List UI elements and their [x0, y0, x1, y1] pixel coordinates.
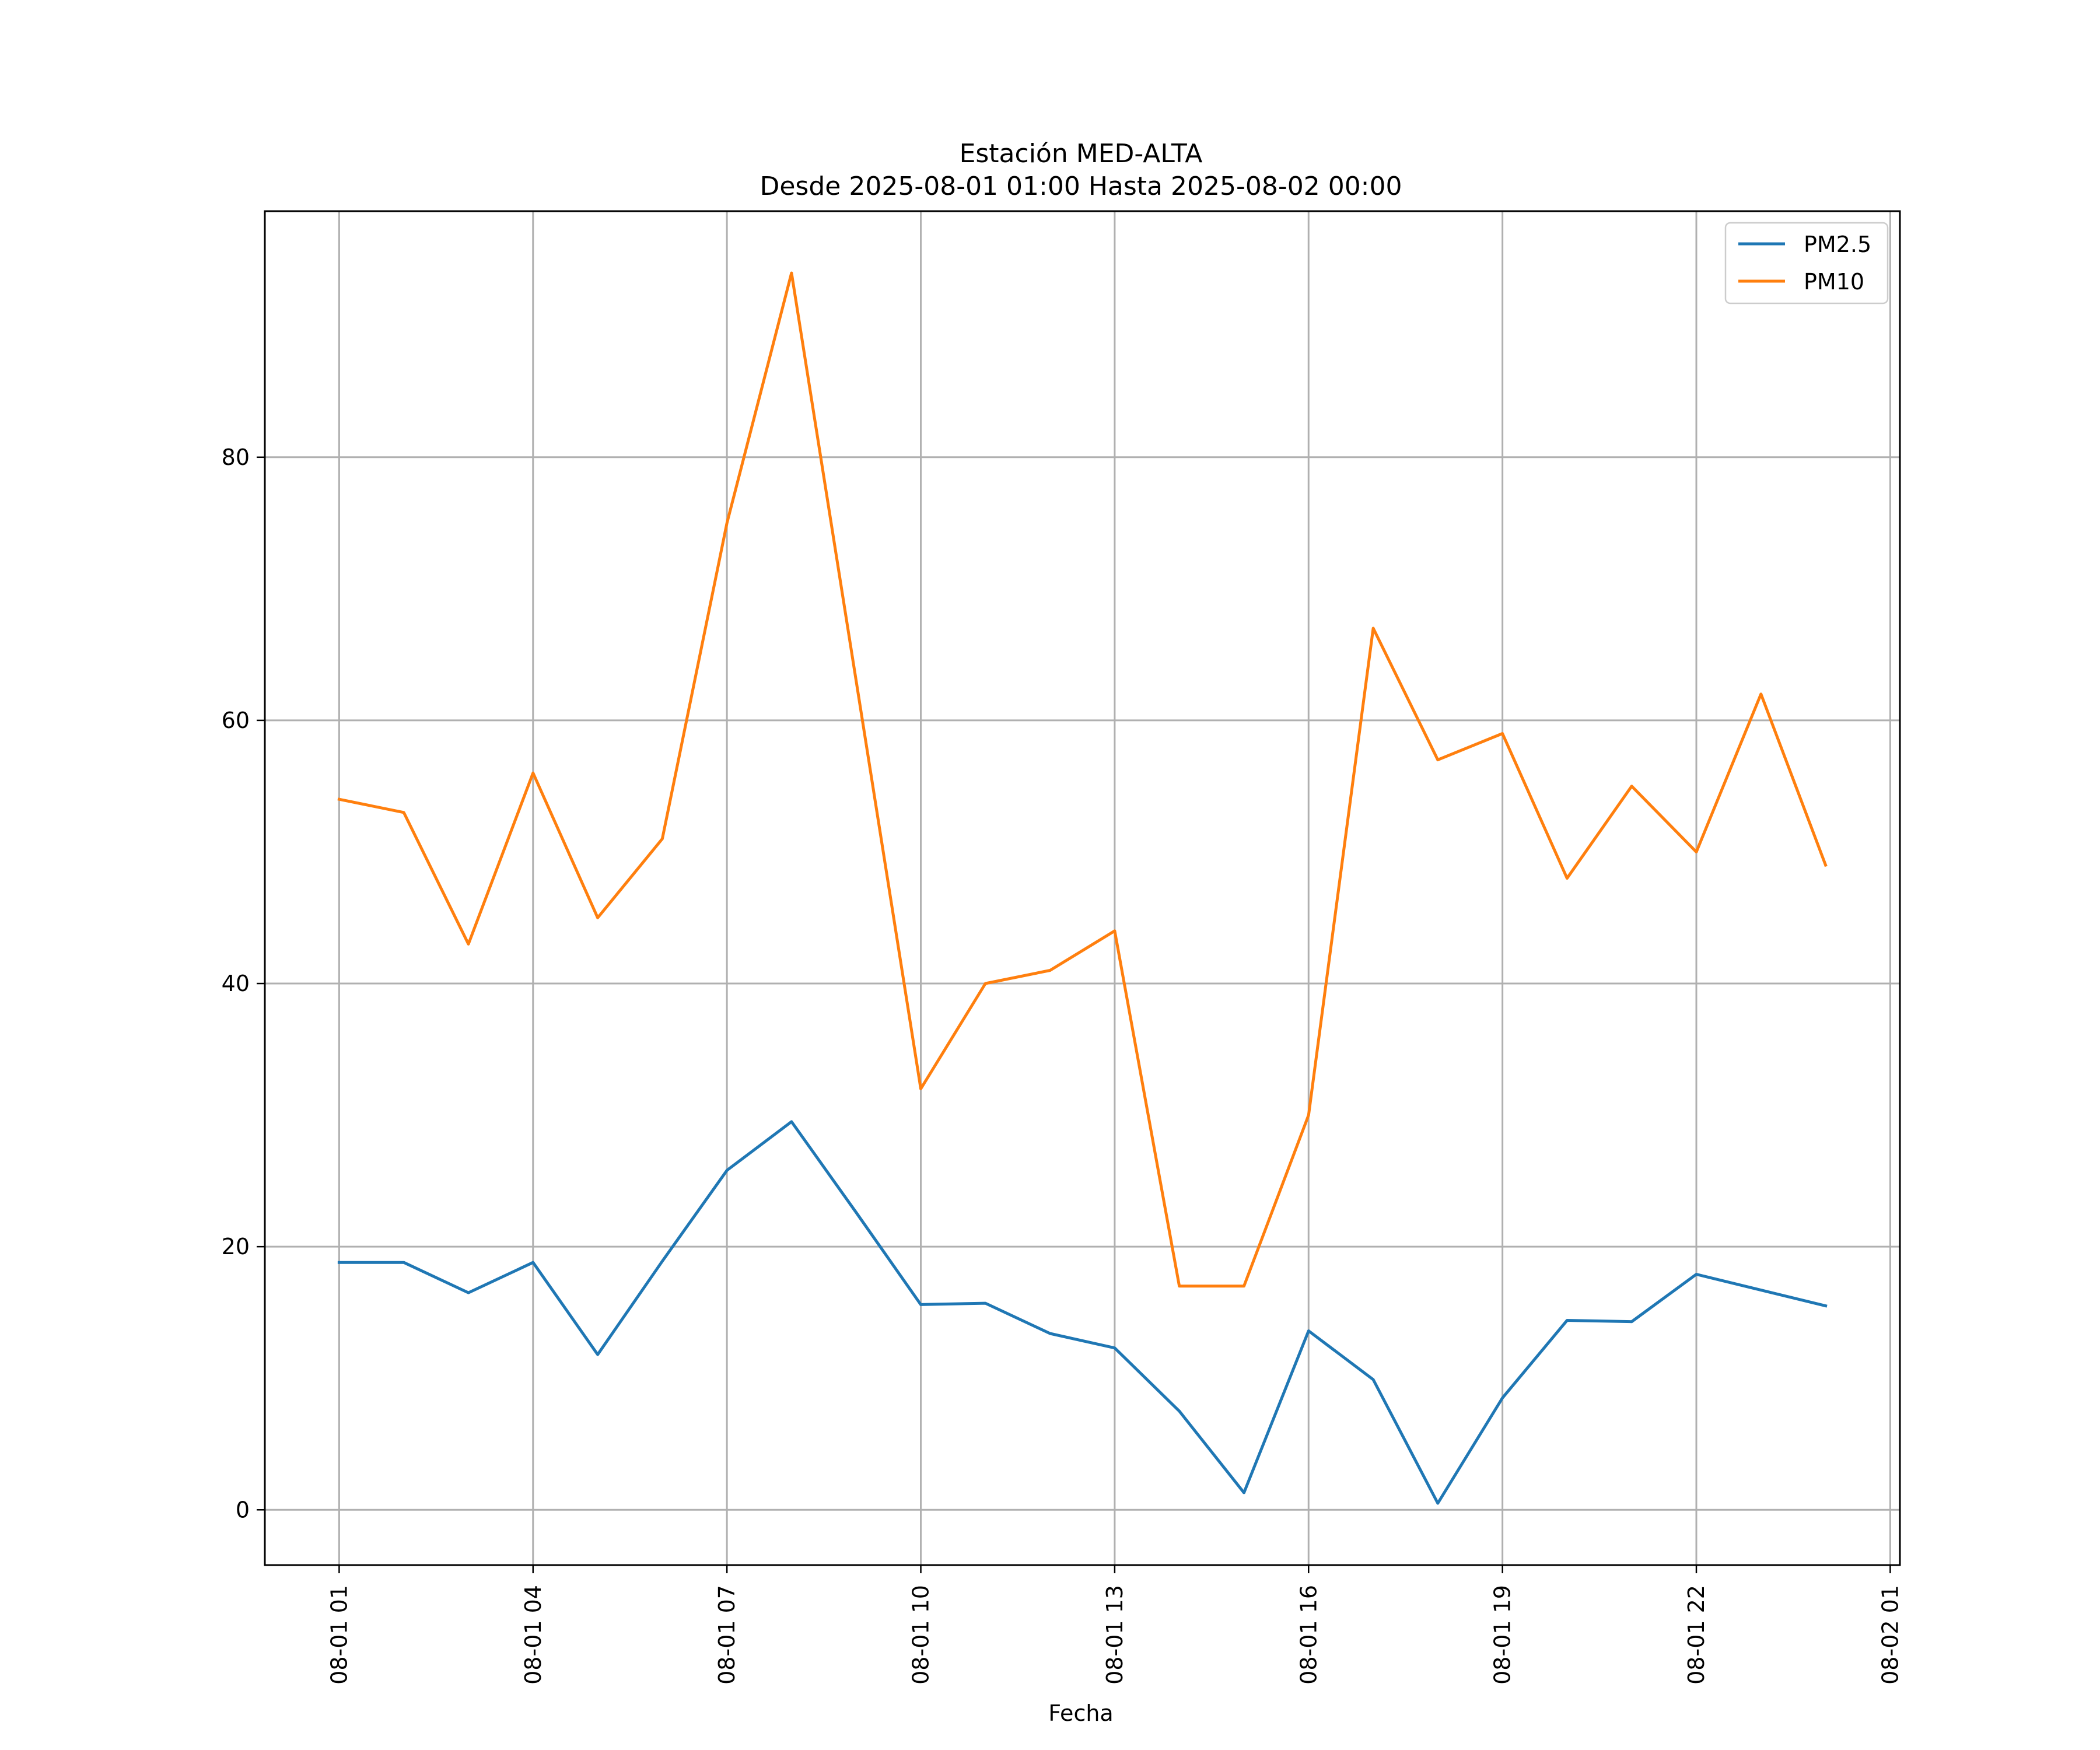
legend-label-pm10: PM10: [1804, 269, 1864, 295]
y-tick-label: 60: [222, 708, 250, 733]
x-tick-label: 08-01 01: [326, 1585, 352, 1685]
plot-area-frame: [264, 210, 1901, 1566]
x-axis-label: Fecha: [1048, 1700, 1113, 1726]
x-tick-label: 08-01 13: [1102, 1585, 1128, 1685]
x-tick-label: 08-02 01: [1877, 1585, 1903, 1685]
x-tick-label: 08-01 10: [908, 1585, 934, 1685]
series-line-pm25: [337, 1120, 1828, 1505]
legend: PM2.5 PM10: [1724, 222, 1889, 304]
y-tick-label: 80: [222, 444, 250, 470]
x-tick-label: 08-01 07: [714, 1585, 740, 1685]
y-tick-label: 0: [236, 1497, 250, 1522]
ticks: 08-01 01 08-01 04 08-01 07 08-01 10 08-01 13…: [222, 444, 1903, 1685]
series-line-pm10: [337, 271, 1828, 1288]
x-tick-label: 08-01 16: [1296, 1585, 1321, 1685]
x-tick-label: 08-01 19: [1490, 1585, 1516, 1685]
y-tick-label: 20: [222, 1234, 250, 1259]
x-tick-label: 08-01 22: [1684, 1585, 1709, 1685]
y-tick-label: 40: [222, 971, 250, 996]
series-group: [337, 271, 1828, 1505]
chart-subtitle: Desde 2025-08-01 01:00 Hasta 2025-08-02 …: [760, 172, 1402, 201]
chart-title: Estación MED-ALTA: [960, 139, 1203, 169]
x-tick-label: 08-01 04: [520, 1585, 546, 1685]
legend-label-pm25: PM2.5: [1804, 232, 1871, 257]
grid: [265, 211, 1900, 1565]
